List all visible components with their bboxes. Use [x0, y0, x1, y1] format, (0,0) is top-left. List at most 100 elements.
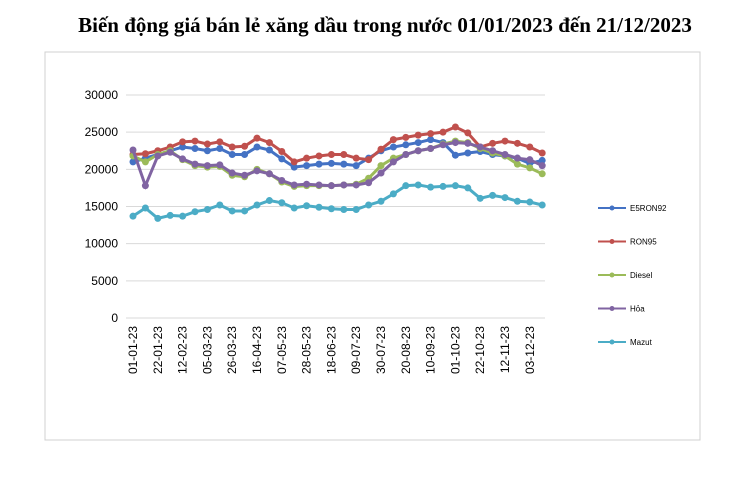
x-tick-label: 20-08-23: [399, 326, 413, 374]
marker: [228, 150, 236, 158]
marker: [402, 133, 410, 141]
marker: [414, 181, 422, 189]
marker: [464, 149, 472, 157]
marker: [303, 202, 311, 210]
marker: [265, 146, 273, 154]
marker: [315, 160, 323, 168]
marker: [377, 162, 385, 170]
legend-marker: [609, 205, 615, 211]
marker: [352, 162, 360, 170]
marker: [489, 147, 497, 155]
y-tick-label: 0: [111, 311, 118, 325]
marker: [439, 128, 447, 136]
marker: [315, 203, 323, 211]
marker: [513, 154, 521, 162]
marker: [501, 137, 509, 145]
marker: [303, 162, 311, 170]
marker: [141, 150, 149, 158]
x-tick-label: 18-06-23: [324, 326, 338, 374]
marker: [340, 160, 348, 168]
marker: [513, 139, 521, 147]
marker: [402, 150, 410, 158]
marker: [513, 197, 521, 205]
line-series: [132, 138, 543, 169]
marker: [389, 158, 397, 166]
marker: [241, 150, 249, 158]
legend-marker: [609, 239, 615, 244]
marker: [439, 141, 447, 149]
marker: [526, 164, 534, 172]
marker: [179, 212, 187, 220]
marker: [414, 131, 422, 139]
marker: [191, 145, 199, 153]
marker: [315, 152, 323, 160]
marker: [154, 152, 162, 160]
marker: [191, 208, 199, 216]
x-tick-label: 03-12-23: [523, 326, 537, 374]
marker: [129, 158, 137, 166]
marker: [340, 181, 348, 189]
marker: [278, 147, 286, 155]
x-tick-label: 01-01-23: [126, 326, 140, 374]
marker: [538, 201, 546, 209]
marker: [179, 155, 187, 163]
x-tick-label: 05-03-23: [200, 326, 214, 374]
marker: [216, 201, 224, 209]
marker: [216, 145, 224, 153]
marker: [203, 140, 211, 148]
marker: [427, 136, 435, 144]
marker: [290, 181, 298, 189]
marker: [439, 182, 447, 190]
marker: [402, 141, 410, 149]
marker: [191, 160, 199, 168]
x-tick-label: 12-11-23: [498, 326, 512, 373]
marker: [203, 205, 211, 213]
x-tick-label: 30-07-23: [374, 326, 388, 374]
marker: [179, 138, 187, 146]
marker: [253, 134, 261, 142]
marker: [365, 201, 373, 209]
marker: [166, 148, 174, 156]
legend-marker: [609, 306, 615, 311]
marker: [327, 150, 335, 158]
marker: [377, 197, 385, 205]
y-tick-label: 5000: [91, 274, 118, 288]
marker: [278, 176, 286, 184]
marker: [451, 139, 459, 147]
marker: [513, 160, 521, 168]
marker: [377, 145, 385, 153]
marker: [476, 194, 484, 202]
marker: [241, 142, 249, 150]
marker: [352, 205, 360, 213]
marker: [129, 146, 137, 154]
legend-label: Hỏa: [630, 305, 645, 314]
line-series: [131, 141, 543, 190]
marker: [216, 161, 224, 169]
marker: [253, 167, 261, 175]
x-tick-label: 10-09-23: [424, 326, 438, 374]
marker: [389, 136, 397, 144]
marker: [216, 138, 224, 146]
marker: [451, 182, 459, 190]
marker: [228, 207, 236, 215]
marker: [315, 181, 323, 189]
marker: [340, 150, 348, 158]
x-tick-label: 22-01-23: [151, 326, 165, 374]
x-tick-label: 07-05-23: [275, 326, 289, 374]
x-tick-label: 28-05-23: [300, 326, 314, 374]
marker: [501, 194, 509, 202]
legend-label: RON95: [630, 238, 657, 247]
marker: [526, 198, 534, 206]
legend-label: Diesel: [630, 271, 652, 280]
marker: [464, 184, 472, 192]
marker: [538, 156, 546, 164]
marker: [402, 182, 410, 190]
y-tick-label: 20000: [85, 162, 119, 176]
y-tick-label: 10000: [85, 237, 119, 251]
marker: [141, 204, 149, 212]
marker: [253, 201, 261, 209]
marker: [141, 158, 149, 166]
marker: [464, 129, 472, 137]
